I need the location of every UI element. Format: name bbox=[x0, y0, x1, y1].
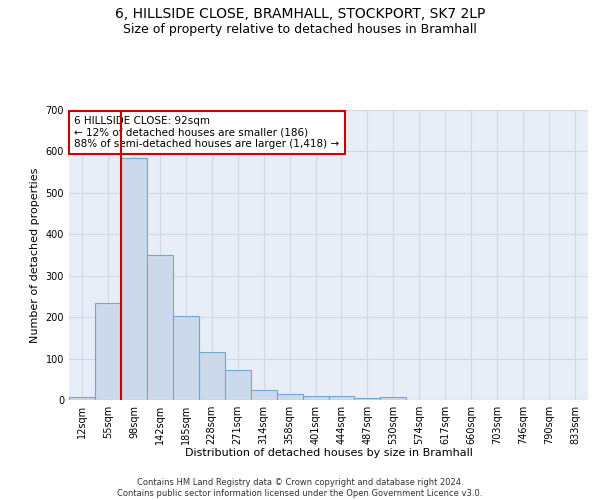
Text: Contains HM Land Registry data © Crown copyright and database right 2024.
Contai: Contains HM Land Registry data © Crown c… bbox=[118, 478, 482, 498]
Text: 6 HILLSIDE CLOSE: 92sqm
← 12% of detached houses are smaller (186)
88% of semi-d: 6 HILLSIDE CLOSE: 92sqm ← 12% of detache… bbox=[74, 116, 340, 149]
Text: 6, HILLSIDE CLOSE, BRAMHALL, STOCKPORT, SK7 2LP: 6, HILLSIDE CLOSE, BRAMHALL, STOCKPORT, … bbox=[115, 8, 485, 22]
Bar bbox=[329, 396, 355, 400]
Bar bbox=[173, 316, 199, 400]
Bar bbox=[277, 394, 302, 400]
Bar bbox=[69, 396, 95, 400]
Bar bbox=[302, 396, 329, 400]
Bar bbox=[251, 390, 277, 400]
Bar bbox=[380, 396, 406, 400]
Bar bbox=[147, 255, 173, 400]
Bar bbox=[225, 370, 251, 400]
Bar bbox=[355, 398, 380, 400]
Bar bbox=[199, 352, 224, 400]
Bar bbox=[121, 158, 147, 400]
Text: Size of property relative to detached houses in Bramhall: Size of property relative to detached ho… bbox=[123, 22, 477, 36]
Y-axis label: Number of detached properties: Number of detached properties bbox=[30, 168, 40, 342]
Bar bbox=[95, 304, 121, 400]
X-axis label: Distribution of detached houses by size in Bramhall: Distribution of detached houses by size … bbox=[185, 448, 472, 458]
